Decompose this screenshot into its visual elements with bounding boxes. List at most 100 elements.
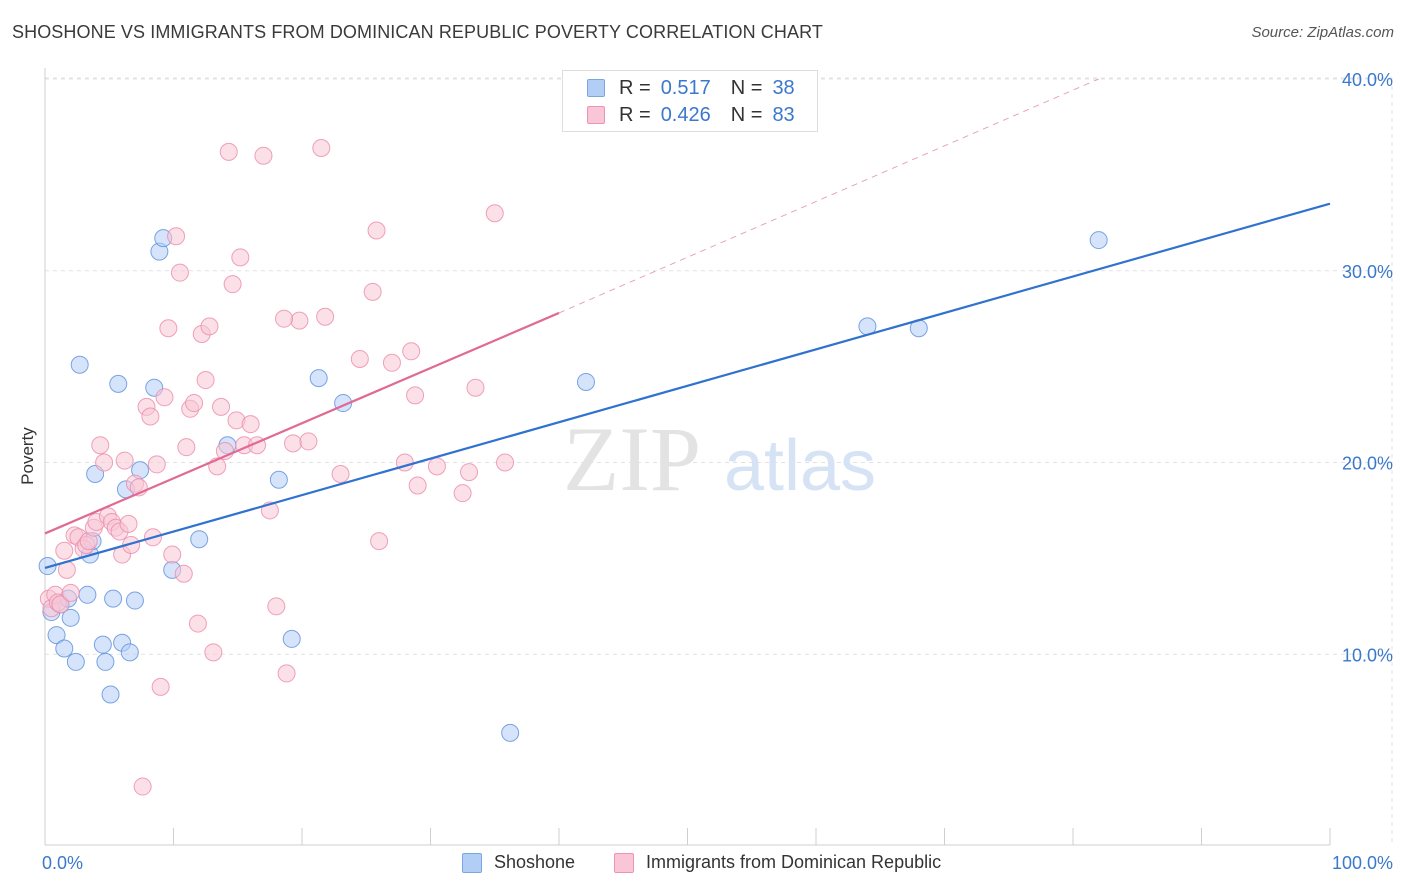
x-tick-label: 0.0% — [42, 853, 83, 873]
data-point — [120, 643, 139, 662]
data-point — [382, 353, 401, 372]
legend-r-label: R = — [619, 76, 651, 99]
data-point — [66, 652, 85, 671]
tick-labels: 10.0% 20.0% 30.0% 40.0% 0.0% 100.0% — [42, 70, 1393, 873]
data-point — [119, 514, 138, 533]
legend-swatch-dominican — [587, 106, 605, 124]
data-point — [133, 777, 152, 796]
legend-n-label: N = — [730, 76, 763, 99]
data-point — [185, 394, 204, 413]
data-point — [370, 532, 389, 551]
data-point — [241, 415, 260, 434]
data-point — [174, 564, 193, 583]
legend: R = 0.517 N = 38 R = 0.426 N = 83 — [562, 70, 818, 132]
data-point — [219, 142, 238, 161]
data-point — [331, 465, 350, 484]
data-point — [363, 282, 382, 301]
data-point — [177, 438, 196, 457]
source-label: Source: ZipAtlas.com — [1251, 24, 1394, 41]
data-point — [109, 374, 128, 393]
data-point — [188, 614, 207, 633]
data-point — [312, 139, 331, 158]
trend-line-dominican — [44, 311, 560, 535]
data-point — [61, 608, 80, 627]
grid — [45, 77, 1393, 845]
data-point — [125, 591, 144, 610]
data-point — [141, 407, 160, 426]
data-point — [316, 307, 335, 326]
legend-n-value-shoshone: 38 — [772, 76, 795, 99]
data-point — [170, 263, 189, 282]
legend-r-value-shoshone: 0.517 — [660, 76, 711, 99]
data-point — [204, 643, 223, 662]
data-point — [496, 453, 515, 472]
data-point — [284, 434, 303, 453]
data-point — [309, 369, 328, 388]
data-point — [408, 476, 427, 495]
data-point — [55, 639, 74, 658]
chart-title: SHOSHONE VS IMMIGRANTS FROM DOMINICAN RE… — [12, 22, 823, 42]
y-tick-label: 20.0% — [1342, 454, 1393, 474]
data-point — [91, 436, 110, 455]
data-point — [427, 457, 446, 476]
legend-n-label: N = — [730, 103, 763, 126]
trend-lines — [44, 78, 1331, 570]
watermark-atlas: atlas — [724, 426, 876, 506]
data-point — [147, 455, 166, 474]
bottom-legend-dominican: Immigrants from Dominican Republic — [614, 852, 941, 873]
data-point — [275, 309, 294, 328]
data-point — [1089, 231, 1108, 250]
y-tick-label: 30.0% — [1342, 262, 1393, 282]
data-point — [466, 378, 485, 397]
data-point — [70, 355, 89, 374]
bottom-legend-swatch-shoshone — [462, 852, 482, 873]
legend-row-dominican: R = 0.426 N = 83 — [587, 103, 795, 127]
data-point — [104, 589, 123, 608]
data-point — [163, 545, 182, 564]
data-point — [115, 451, 134, 470]
data-point — [93, 635, 112, 654]
data-point — [51, 595, 70, 614]
y-tick-label: 40.0% — [1342, 70, 1393, 90]
data-point — [485, 204, 504, 223]
series-dominican — [39, 139, 515, 796]
data-point — [190, 530, 209, 549]
legend-row-shoshone: R = 0.517 N = 38 — [587, 76, 795, 100]
data-point — [95, 453, 114, 472]
data-point — [367, 221, 386, 240]
watermark: ZIP atlas — [563, 408, 876, 510]
legend-r-value-dominican: 0.426 — [660, 103, 711, 126]
bottom-legend-shoshone: Shoshone — [462, 852, 575, 873]
data-point — [155, 388, 174, 407]
data-point — [101, 685, 120, 704]
data-point — [196, 371, 215, 390]
data-point — [406, 386, 425, 405]
data-point — [277, 664, 296, 683]
data-point — [254, 146, 273, 165]
data-point — [167, 227, 186, 246]
data-point — [501, 723, 520, 742]
data-point — [269, 470, 288, 489]
data-point — [402, 342, 421, 361]
data-point — [38, 557, 57, 576]
data-point — [460, 463, 479, 482]
data-point — [290, 311, 309, 330]
data-point — [231, 248, 250, 267]
trend-line-shoshone — [44, 202, 1331, 570]
data-point — [350, 349, 369, 368]
axes — [44, 68, 1331, 846]
data-point — [96, 652, 115, 671]
data-point — [78, 585, 97, 604]
data-point — [55, 541, 74, 560]
bottom-legend-label-dominican: Immigrants from Dominican Republic — [646, 852, 942, 872]
watermark-zip: ZIP — [563, 408, 701, 510]
data-point — [212, 397, 231, 416]
legend-n-value-dominican: 83 — [772, 103, 795, 126]
data-point — [151, 677, 170, 696]
legend-swatch-shoshone — [587, 79, 605, 97]
data-point — [576, 372, 595, 391]
data-point — [200, 317, 219, 336]
x-tick-label: 100.0% — [1332, 853, 1393, 873]
legend-r-label: R = — [619, 103, 651, 126]
